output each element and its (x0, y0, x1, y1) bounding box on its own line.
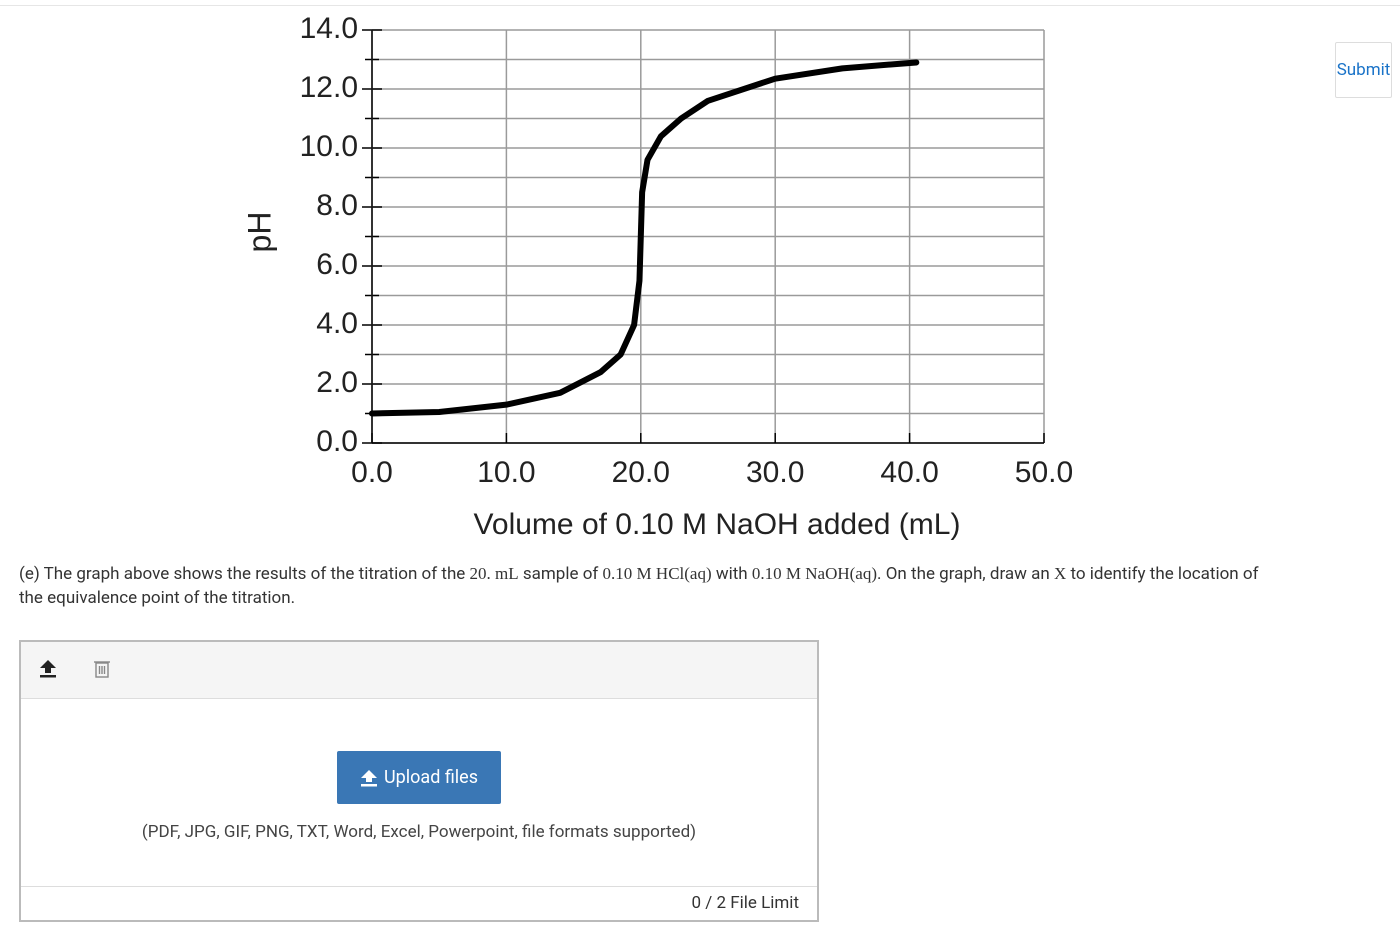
divider (0, 5, 1400, 6)
y-axis-label: pH (241, 212, 277, 253)
question-text: . On the graph, draw an (877, 564, 1054, 584)
upload-footer: 0 / 2 File Limit (21, 886, 817, 920)
submit-button[interactable]: Submit (1335, 42, 1392, 98)
question-math: X (1053, 564, 1067, 583)
toolbar-icons (40, 660, 110, 678)
question: (e) The graph above shows the results of… (19, 562, 1279, 610)
x-axis-label: Volume of 0.10 M NaOH added (mL) (474, 508, 961, 541)
question-text: (e) The graph above shows the results of… (19, 564, 470, 584)
y-tick-label: 14.0 (300, 12, 358, 45)
upload-toolbar (21, 642, 817, 699)
question-text: with (711, 564, 752, 584)
upload-files-button[interactable]: Upload files (337, 751, 501, 804)
delete-icon[interactable] (94, 661, 110, 678)
question-math: 20. mL (469, 564, 519, 583)
y-tick-label: 12.0 (300, 71, 358, 104)
x-tick-label: 0.0 (351, 456, 393, 489)
upload-icon (360, 769, 377, 786)
question-text: to identify the location of the equivale… (19, 564, 1259, 608)
file-limit: 0 / 2 File Limit (691, 893, 799, 913)
x-tick-label: 20.0 (612, 456, 670, 489)
chart: pH Volume of 0.10 M NaOH added (mL) 0.0 2… (241, 12, 1073, 541)
supported-formats: (PDF, JPG, GIF, PNG, TXT, Word, Excel, P… (141, 822, 697, 842)
question-math: 0.10 M NaOH(aq) (751, 564, 878, 583)
y-tick-label: 4.0 (316, 307, 358, 340)
x-tick-label: 30.0 (746, 456, 804, 489)
question-math: 0.10 M HCl(aq) (602, 564, 712, 583)
y-tick-label: 6.0 (316, 248, 358, 281)
titration-curve (369, 59, 920, 417)
upload-icon[interactable] (40, 660, 56, 678)
question-text: sample of (518, 564, 603, 584)
x-tick-label: 40.0 (880, 456, 938, 489)
x-tick-label: 50.0 (1015, 456, 1073, 489)
y-tick-label: 10.0 (300, 130, 358, 163)
upload-panel: Upload files (PDF, JPG, GIF, PNG, TXT, W… (19, 640, 819, 922)
y-tick-label: 8.0 (316, 189, 358, 222)
upload-button-label: Upload files (383, 767, 479, 788)
y-tick-label: 2.0 (316, 366, 358, 399)
y-tick-label: 0.0 (316, 425, 358, 458)
x-tick-label: 10.0 (477, 456, 535, 489)
